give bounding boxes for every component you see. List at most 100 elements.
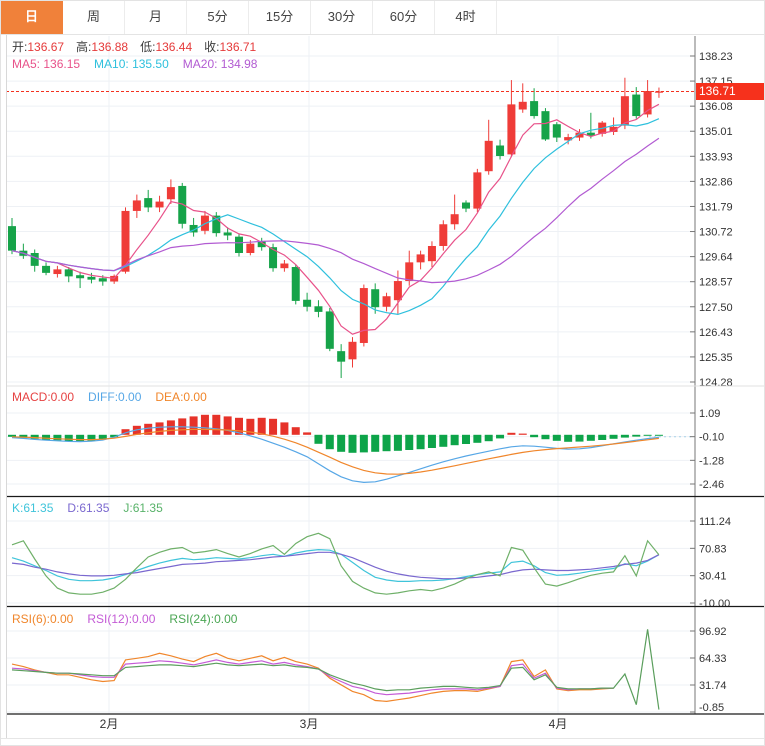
ohlc-legend: 开:136.67 高:136.88 低:136.44 收:136.71 [12, 38, 268, 55]
ma-lines [11, 103, 660, 335]
candle-body [155, 201, 164, 208]
candle-body [337, 351, 346, 362]
month-label: 4月 [549, 717, 568, 731]
dea-value: DEA:0.00 [155, 390, 207, 404]
timeframe-tabbar: 日 周 月 5分 15分 30分 60分 4时 [1, 1, 764, 35]
axis-tick-label: 64.33 [699, 653, 727, 665]
axis-tick-label: 127.50 [699, 302, 733, 314]
diff-value: DIFF:0.00 [88, 390, 142, 404]
candle-body [144, 198, 153, 208]
candle-body [496, 145, 505, 157]
candle-body [348, 341, 357, 360]
macd-bar [359, 434, 368, 453]
macd-bar [598, 434, 607, 440]
rsi24-value: RSI(24):0.00 [169, 612, 238, 626]
candles [8, 77, 663, 379]
macd-bar [462, 434, 470, 444]
candle-body [507, 104, 516, 155]
macd-bar [427, 434, 436, 448]
d-value: D:61.35 [67, 501, 110, 515]
candle-body [178, 185, 187, 224]
macd-bar [19, 434, 28, 438]
gridlines [6, 36, 695, 714]
candle-body [246, 243, 255, 254]
macd-bar [269, 418, 278, 435]
candle-body [76, 275, 85, 279]
candle-body [291, 267, 300, 301]
rsi-legend: RSI(6):0.00 RSI(12):0.00 RSI(24):0.00 [12, 612, 251, 626]
macd-bar [348, 434, 357, 453]
month-label: 3月 [300, 717, 319, 731]
candle-body [416, 254, 425, 263]
j-value: J:61.35 [123, 501, 163, 515]
macd-bar [314, 434, 323, 444]
macd-bar [552, 434, 561, 441]
macd-bar [564, 434, 573, 442]
tab-15min[interactable]: 15分 [249, 1, 311, 34]
macd-bar [76, 434, 85, 442]
ma5-legend: MA5: 136.15 [12, 57, 81, 71]
macd-value: MACD:0.00 [12, 390, 75, 404]
low-value: 136.44 [155, 40, 193, 54]
macd-bar [496, 434, 505, 439]
macd-bar [405, 434, 414, 450]
macd-bar [98, 434, 107, 440]
candle-body [473, 172, 482, 209]
ma10-legend: MA10: 135.50 [94, 57, 169, 71]
macd-bar [654, 434, 663, 436]
candle-body [462, 202, 470, 209]
axis-tick-label: 131.79 [699, 201, 733, 213]
axis-tick-label: 133.93 [699, 151, 733, 163]
axis-tick-label: 31.74 [699, 680, 727, 692]
macd-bar [121, 429, 130, 435]
candle-body [427, 245, 436, 262]
macd-bar [484, 434, 493, 442]
close-value: 136.71 [219, 40, 257, 54]
open-value: 136.67 [27, 40, 65, 54]
current-price-badge: 136.71 [696, 83, 764, 101]
close-label: 收: [204, 40, 220, 54]
tab-5min[interactable]: 5分 [187, 1, 249, 34]
candle-body [98, 278, 107, 282]
ma-legend: MA5: 136.15 MA10: 135.50 MA20: 134.98 [12, 57, 271, 71]
candle-body [518, 101, 527, 110]
candle-body [632, 94, 641, 117]
candle-body [64, 269, 73, 277]
macd-bar [507, 432, 516, 435]
candle-body [586, 132, 595, 136]
tab-4hour[interactable]: 4时 [435, 1, 497, 34]
tab-week[interactable]: 周 [63, 1, 125, 34]
k-value: K:61.35 [12, 501, 54, 515]
tab-60min[interactable]: 60分 [373, 1, 435, 34]
tab-day[interactable]: 日 [1, 1, 63, 34]
macd-bar [575, 434, 584, 442]
candle-body [371, 289, 380, 308]
tab-30min[interactable]: 30分 [311, 1, 373, 34]
axis-tick-label: 96.92 [699, 626, 727, 638]
rsi6-value: RSI(6):0.00 [12, 612, 74, 626]
macd-bar [393, 434, 402, 451]
candle-body [575, 132, 584, 138]
axis-tick-label: 128.57 [699, 277, 733, 289]
macd-bar [223, 416, 232, 435]
candle-body [223, 232, 232, 236]
macd-bar [110, 434, 119, 438]
candle-body [564, 137, 573, 141]
candle-body [439, 224, 448, 246]
candle-body [393, 281, 402, 301]
macd-bar [632, 434, 641, 437]
axis-tick-label: 138.23 [699, 51, 733, 63]
candle-body [450, 214, 459, 225]
candle-body [359, 288, 368, 343]
candle-body [484, 140, 493, 172]
tab-month[interactable]: 月 [125, 1, 187, 34]
high-label: 高: [76, 40, 92, 54]
axis-tick-label: 126.43 [699, 327, 733, 339]
axis-tick-label: 70.83 [699, 543, 727, 555]
macd-bar [609, 434, 618, 439]
kdj-legend: K:61.35 D:61.35 J:61.35 [12, 501, 177, 515]
macd-bar [291, 427, 300, 435]
axis-tick-label: -2.46 [699, 479, 724, 491]
